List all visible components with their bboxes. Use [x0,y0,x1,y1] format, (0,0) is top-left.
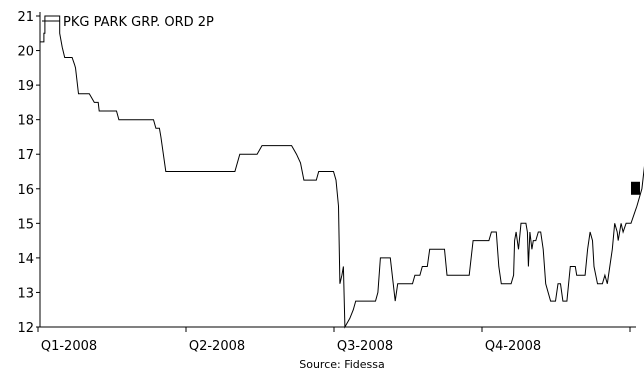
series-line-0 [40,15,644,329]
x-tick-label: Q3-2008 [337,339,393,354]
y-tick-label: 13 [17,286,34,301]
y-tick-label: 17 [17,148,34,163]
y-tick-label: 20 [17,45,34,60]
legend-label: PKG PARK GRP. ORD 2P [63,15,214,30]
y-tick-label: 21 [17,10,34,25]
legend: PKG PARK GRP. ORD 2P [42,15,214,30]
x-tick-label: Q2-2008 [189,339,245,354]
y-tick-label: 15 [17,217,34,232]
series-layer [40,15,644,329]
x-tick-label: Q1-2008 [41,339,97,354]
last-value-marker [631,181,640,195]
y-tick-label: 19 [17,79,34,94]
y-tick-label: 18 [17,114,34,129]
y-tick-label: 12 [17,321,34,336]
y-tick-label: 16 [17,183,34,198]
y-tick-label: 14 [17,252,34,267]
source-note: Source: Fidessa [299,358,385,370]
x-tick-label: Q4-2008 [485,339,541,354]
x-axis: Q1-2008 Q2-2008 Q3-2008 Q4-2008 [37,326,636,354]
y-axis: 12 13 14 15 16 17 18 19 20 21 [17,10,41,336]
